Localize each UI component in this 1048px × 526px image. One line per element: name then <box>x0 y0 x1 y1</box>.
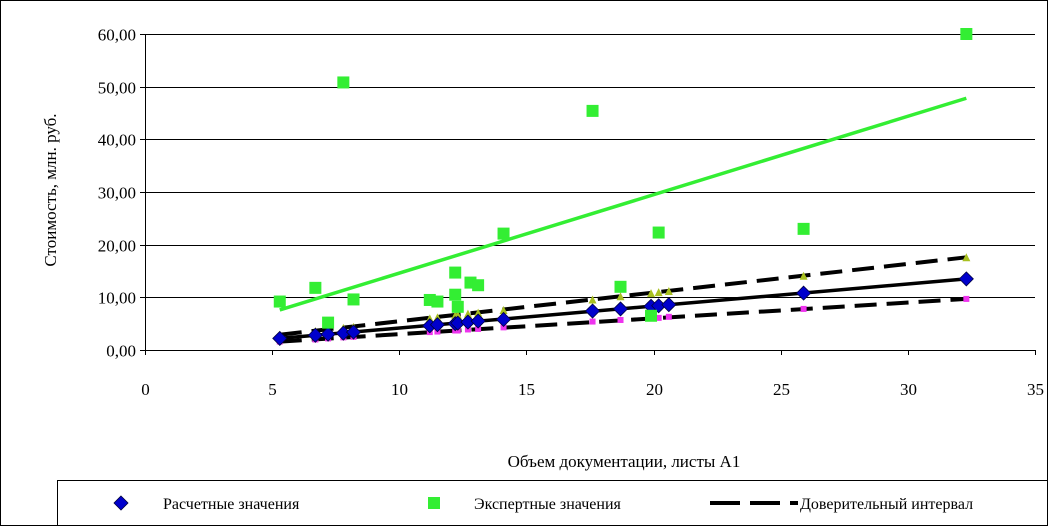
point-square <box>586 104 599 117</box>
point-triangle <box>474 308 483 317</box>
legend-swatch-diamond <box>113 495 129 511</box>
point-square <box>497 227 510 240</box>
point-triangle <box>654 288 663 297</box>
x-tick-label: 15 <box>518 380 535 399</box>
point-square <box>431 295 444 308</box>
y-tick-label: 50,00 <box>98 79 136 98</box>
point-diamond <box>584 303 601 319</box>
point-diamond <box>320 326 336 342</box>
tick-labels: 0,00 10,00 20,00 30,00 40,00 50,00 60,00 0 5 10 15… <box>98 26 1044 400</box>
point-square <box>652 226 665 239</box>
data-points <box>272 28 974 346</box>
legend-item-2: Доверительный интервал <box>710 496 973 513</box>
point-square <box>451 300 464 313</box>
gridlines <box>145 34 1035 298</box>
lower-bound-line <box>279 296 967 344</box>
y-tick-label: 60,00 <box>98 26 136 45</box>
x-tick-label: 35 <box>1027 380 1044 399</box>
point-triangle <box>499 305 508 314</box>
point-diamond <box>612 301 629 317</box>
point-diamond <box>495 311 512 328</box>
point-square-small <box>655 314 662 321</box>
point-square <box>960 28 973 40</box>
point-square <box>614 280 627 293</box>
legend-swatch-square <box>428 497 440 509</box>
point-square-small <box>617 316 624 323</box>
point-square <box>645 309 658 322</box>
x-tick-label: 10 <box>391 380 408 399</box>
x-tick-label: 20 <box>646 380 663 399</box>
point-square-small <box>500 324 507 331</box>
legend-label: Расчетные значения <box>163 496 300 513</box>
y-tick-label: 0,00 <box>106 342 136 361</box>
point-square <box>309 281 322 294</box>
axes <box>140 34 1036 355</box>
point-square-small <box>475 325 482 332</box>
y-tick-label: 10,00 <box>98 289 136 308</box>
y-tick-label: 30,00 <box>98 184 136 203</box>
point-square <box>322 316 335 329</box>
x-tick-label: 25 <box>773 380 790 399</box>
legend-item-0: Расчетные значения <box>113 495 300 513</box>
legend-label: Экспертные значения <box>474 496 622 513</box>
point-square-small <box>665 313 672 320</box>
point-square <box>347 293 360 306</box>
point-square-small <box>800 305 807 312</box>
point-square-small <box>589 318 596 325</box>
point-diamond <box>345 324 362 340</box>
x-axis-title: Объем документации, листы А1 <box>508 452 741 471</box>
point-diamond <box>470 313 486 329</box>
point-diamond <box>796 285 812 301</box>
expert-trend-line <box>279 96 967 312</box>
point-triangle <box>799 271 808 280</box>
point-triangle <box>962 253 971 262</box>
point-diamond <box>958 271 974 287</box>
point-triangle <box>463 309 472 318</box>
legend-box <box>57 480 1048 526</box>
point-diamond <box>429 317 445 333</box>
point-triangle <box>588 295 597 304</box>
x-tick-label: 5 <box>268 380 277 399</box>
point-triangle <box>616 292 625 301</box>
y-tick-label: 40,00 <box>98 131 136 150</box>
y-tick-label: 20,00 <box>98 237 136 256</box>
point-square <box>797 222 810 235</box>
point-square <box>273 295 286 308</box>
upper-bound-line <box>279 255 967 337</box>
point-square <box>449 288 462 301</box>
point-square <box>472 279 485 292</box>
point-triangle <box>647 289 656 298</box>
point-square <box>337 76 350 89</box>
point-diamond <box>307 327 323 343</box>
x-tick-label: 0 <box>141 380 150 399</box>
legend-item-1: Экспертные значения <box>428 496 622 513</box>
point-triangle <box>664 287 673 296</box>
point-square-small <box>963 295 970 302</box>
y-axis-title: Стоимость, млн. руб. <box>41 113 60 266</box>
legend-label: Доверительный интервал <box>800 496 973 513</box>
x-tick-label: 30 <box>900 380 917 399</box>
point-diamond <box>272 330 288 346</box>
point-square <box>449 266 462 279</box>
point-diamond <box>661 297 677 313</box>
legend: Расчетные значения Экспертные значения Дов… <box>57 480 1048 526</box>
